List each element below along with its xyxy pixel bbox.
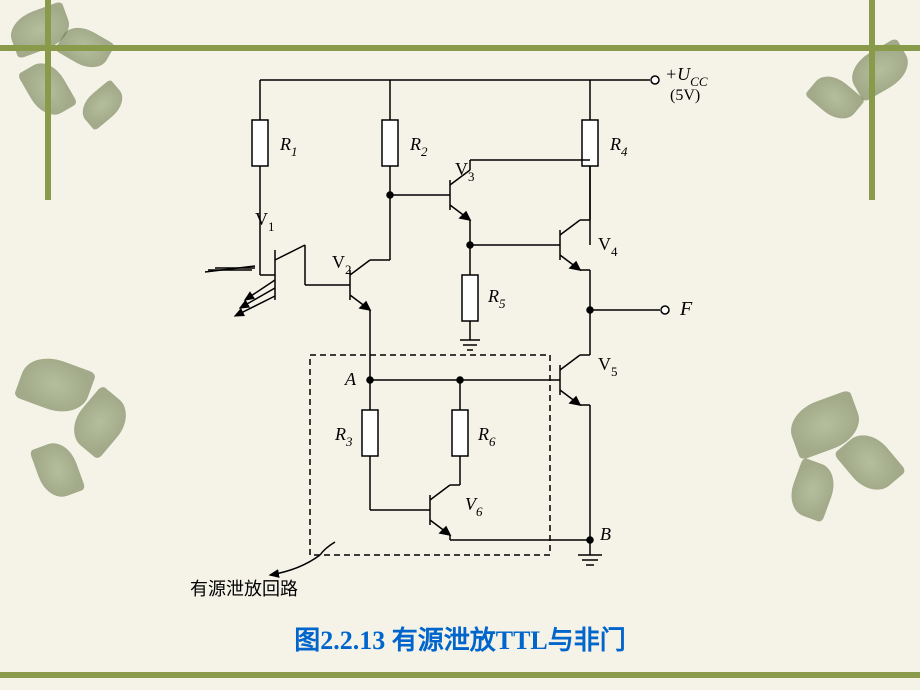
decoration-leaf (784, 457, 840, 522)
svg-text:R4: R4 (609, 134, 628, 159)
svg-text:R3: R3 (334, 424, 353, 449)
svg-text:R1: R1 (279, 134, 298, 159)
node-a: A (344, 369, 357, 389)
output-label: F (679, 298, 693, 320)
decoration-border (869, 0, 875, 200)
supply-voltage: (5V) (670, 87, 700, 104)
decoration-leaf (29, 437, 85, 502)
figure-title: 图2.2.13 有源泄放TTL与非门 (0, 620, 920, 657)
svg-text:R2: R2 (409, 134, 428, 159)
svg-text:V5: V5 (598, 354, 618, 379)
decoration-border (0, 672, 920, 678)
circuit-svg: +UCC (5V) R1 R2 R4 V3 (160, 50, 760, 600)
svg-text:V2: V2 (332, 252, 352, 277)
svg-text:+UCC: +UCC (665, 64, 708, 89)
svg-text:V6: V6 (465, 494, 483, 519)
discharge-label: 有源泄放回路 (190, 575, 298, 601)
svg-text:V1: V1 (255, 209, 275, 234)
svg-text:V4: V4 (598, 234, 618, 259)
svg-text:R6: R6 (477, 424, 496, 449)
decoration-border (45, 0, 51, 200)
supply-plus: + (665, 64, 677, 84)
node-b: B (600, 524, 611, 544)
circuit-diagram: +UCC (5V) R1 R2 R4 V3 (160, 50, 760, 600)
svg-text:V3: V3 (455, 159, 475, 184)
svg-text:R5: R5 (487, 286, 506, 311)
decoration-leaf (76, 79, 130, 131)
